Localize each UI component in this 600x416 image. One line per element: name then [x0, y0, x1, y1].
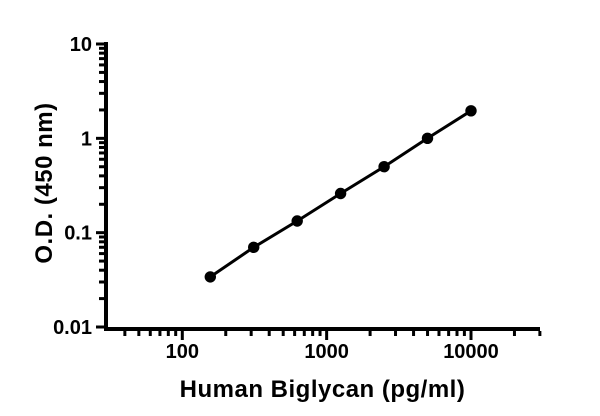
y-axis-title: O.D. (450 nm) [31, 102, 58, 264]
data-point-marker [291, 215, 303, 227]
x-axis-tick-label: 1000 [304, 341, 349, 363]
x-axis-tick-label: 10000 [443, 341, 499, 363]
data-point-marker [204, 271, 216, 283]
data-point-marker [421, 132, 434, 144]
y-axis-tick-label: 1 [81, 128, 92, 150]
x-axis-tick-label: 100 [166, 341, 199, 363]
y-axis-tick-label: 10 [70, 34, 92, 56]
data-point-marker [465, 105, 477, 117]
data-point-marker [334, 187, 347, 200]
y-axis-tick-label: 0.01 [53, 317, 92, 339]
y-axis-tick-label: 0.1 [64, 223, 92, 245]
data-point-marker [378, 161, 390, 173]
data-point-marker [248, 241, 260, 253]
x-axis-title: Human Biglycan (pg/ml) [179, 376, 466, 403]
